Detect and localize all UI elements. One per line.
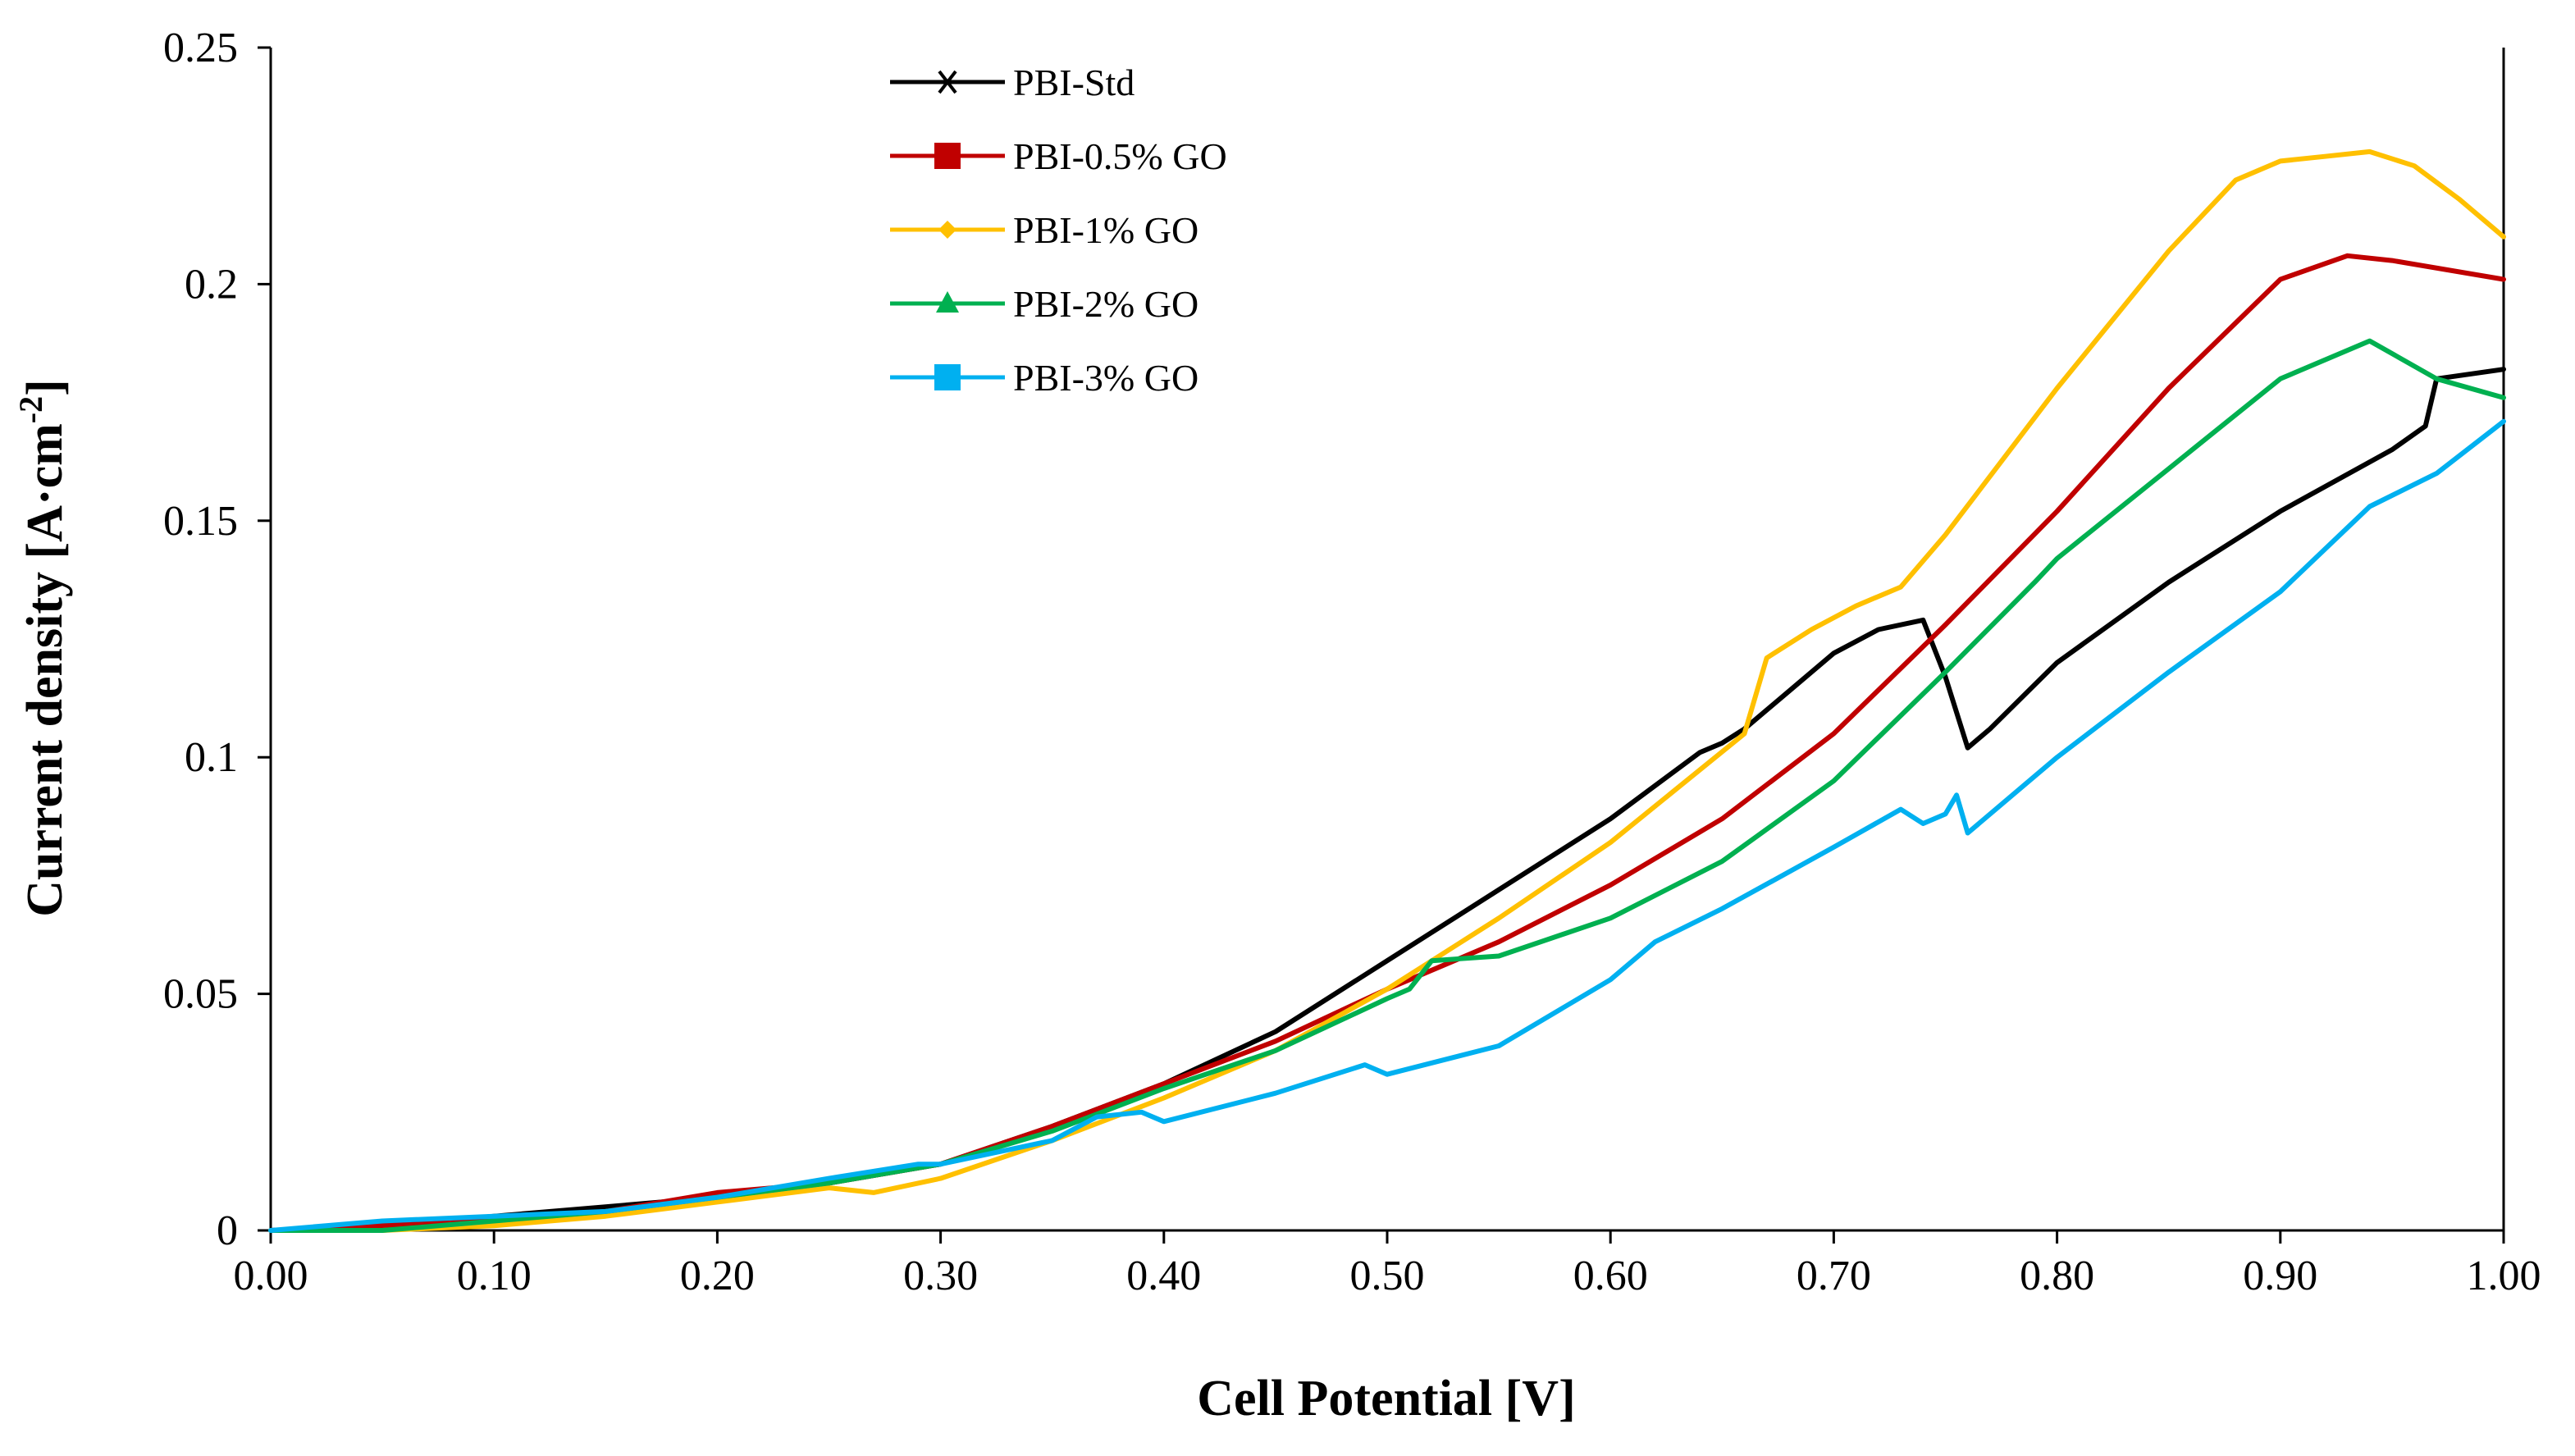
legend-marker-asterisk [935, 70, 960, 94]
y-axis-ticks: 0 0.05 0.1 0.15 0.2 0.25 [163, 25, 271, 1254]
y-tick-label: 0.05 [163, 971, 238, 1018]
series-line-pbi-3-go [268, 418, 2506, 1233]
legend-marker-square [934, 143, 961, 169]
x-tick-label: 0.80 [2020, 1253, 2094, 1299]
legend-label: PBI-Std [1013, 62, 1135, 103]
axes [269, 48, 2505, 1232]
y-tick-label: 0.2 [185, 261, 238, 308]
x-tick-label: 0.70 [1797, 1253, 1871, 1299]
legend-label: PBI-1% GO [1013, 209, 1198, 251]
y-axis-title-close: ] [17, 379, 73, 396]
legend-label: PBI-2% GO [1013, 283, 1198, 325]
legend: PBI-Std PBI-0.5% GO PBI-1% GO PBI-2% GO PBI-… [845, 43, 1321, 404]
series-lines [268, 148, 2506, 1233]
y-tick-label: 0.1 [185, 734, 238, 781]
legend-item: PBI-3% GO [890, 357, 1198, 399]
x-tick-label: 1.00 [2467, 1253, 2541, 1299]
legend-label: PBI-0.5% GO [1013, 135, 1227, 177]
x-tick-label: 0.10 [457, 1253, 532, 1299]
x-tick-label: 0.40 [1126, 1253, 1201, 1299]
series-line-pbi-2-go [268, 338, 2506, 1233]
x-tick-label: 0.30 [903, 1253, 978, 1299]
x-tick-label: 0.50 [1350, 1253, 1425, 1299]
x-axis-ticks: 0.00 0.10 0.20 0.30 0.40 0.50 0.60 0.70 0.80 0.90… [234, 1230, 2541, 1299]
y-tick-label: 0.15 [163, 498, 238, 545]
legend-marker-triangle [936, 291, 959, 313]
series-line-pbi-std [268, 367, 2506, 1233]
legend-label: PBI-3% GO [1013, 357, 1198, 399]
x-tick-label: 0.20 [680, 1253, 755, 1299]
x-tick-label: 0.60 [1573, 1253, 1648, 1299]
legend-item: PBI-2% GO [890, 283, 1198, 325]
legend-marker-square [934, 364, 961, 390]
x-tick-label: 0.90 [2243, 1253, 2317, 1299]
series-line-pbi-0-5-go [268, 253, 2506, 1233]
legend-item: PBI-Std [890, 62, 1135, 103]
x-tick-label: 0.00 [234, 1253, 308, 1299]
legend-item: PBI-1% GO [890, 209, 1198, 251]
series-line-pbi-1-go [268, 148, 2506, 1233]
legend-marker-diamond [938, 221, 956, 239]
y-axis-title-exponent: -2 [12, 396, 49, 423]
y-axis-title: Current density [A·cm-2] [12, 379, 73, 917]
y-tick-label: 0.25 [163, 25, 238, 71]
x-axis-title: Cell Potential [V] [1197, 1371, 1575, 1426]
legend-item: PBI-0.5% GO [890, 135, 1227, 177]
legend-box [845, 43, 1321, 404]
y-axis-title-main: Current density [A·cm [17, 423, 73, 917]
y-tick-label: 0 [217, 1207, 238, 1254]
